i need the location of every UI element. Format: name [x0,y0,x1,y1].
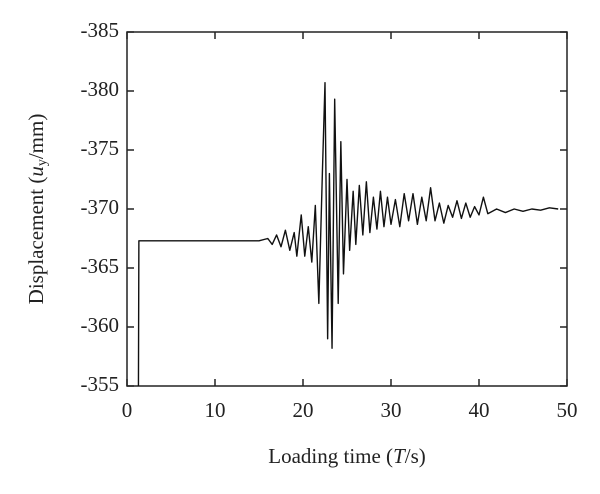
y-label-part: y [35,159,50,166]
y-tick-label: -385 [81,18,120,42]
x-tick-label: 50 [557,398,578,422]
y-tick-label: -370 [81,195,120,219]
y-tick-label: -355 [81,372,120,396]
x-tick-label: 30 [381,398,402,422]
x-label-part: T [393,444,406,468]
x-tick-label: 20 [293,398,314,422]
y-label-part: Displacement ( [24,177,48,305]
y-axis-label: Displacement (uy/mm) [24,114,50,305]
x-tick-label: 10 [205,398,226,422]
y-tick-label: -365 [81,254,120,278]
y-tick-label: -375 [81,136,120,160]
x-label-part: /s) [405,444,426,468]
x-tick-label: 40 [469,398,490,422]
x-axis-label: Loading time (T/s) [268,444,426,468]
y-label-part: /mm) [24,114,48,160]
x-tick-label: 0 [122,398,133,422]
plot-frame [126,31,568,387]
y-label-part: u [24,166,48,177]
x-label-part: Loading time ( [268,444,393,468]
y-tick-label: -360 [81,313,120,337]
y-tick-label: -380 [81,77,120,101]
data-line [137,82,559,387]
